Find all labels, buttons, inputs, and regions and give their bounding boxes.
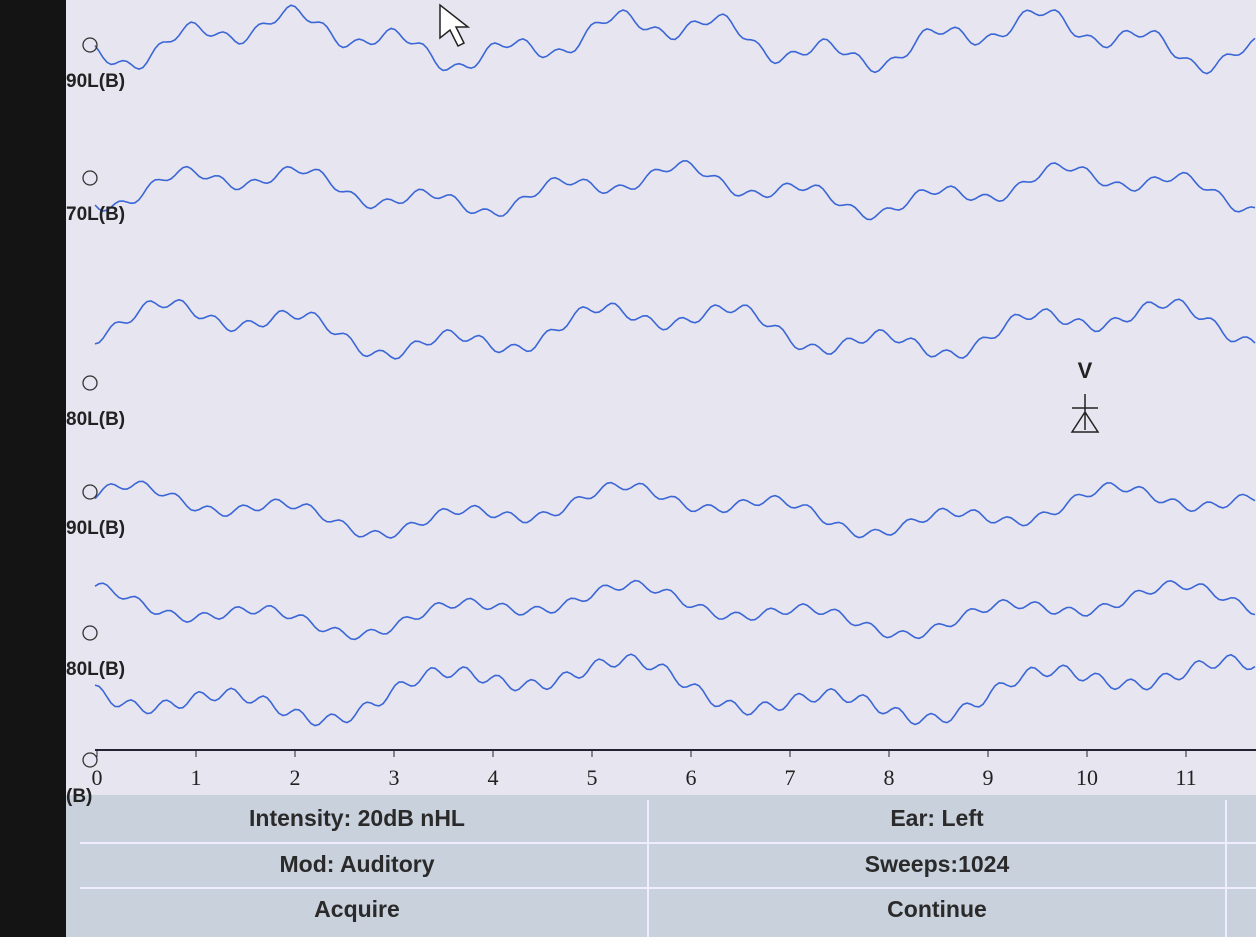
bezel (0, 0, 66, 937)
status-cell: Ear: Left (890, 805, 984, 831)
x-tick-label: 7 (785, 765, 796, 790)
x-tick-label: 3 (389, 765, 400, 790)
trace-label: 90L(B) (66, 71, 125, 92)
status-cell: Intensity: 20dB nHL (249, 805, 465, 831)
x-tick-label: 0 (92, 765, 103, 790)
peak-marker-label: V (1078, 358, 1093, 383)
x-tick-label: 6 (686, 765, 697, 790)
x-tick-label: 8 (884, 765, 895, 790)
x-tick-label: 4 (488, 765, 499, 790)
trace-label: 70L(B) (66, 204, 125, 225)
x-tick-label: 5 (587, 765, 598, 790)
screen: V 90L(B) 70L(B) 80L(B) 90L(B) 80L(B) (B)0 1 2 3 4… (0, 0, 1256, 937)
status-cell: Sweeps:1024 (865, 851, 1010, 877)
trace-label: 80L(B) (66, 659, 125, 680)
page: V 90L(B) 70L(B) 80L(B) 90L(B) 80L(B) (B)0 1 2 3 4… (0, 0, 1256, 937)
x-tick-label: 2 (290, 765, 301, 790)
x-tick-label: 1 (191, 765, 202, 790)
trace-label: (B) (66, 786, 92, 807)
x-tick-label: 11 (1175, 765, 1196, 790)
x-tick-label: 9 (983, 765, 994, 790)
x-tick-label: 10 (1076, 765, 1098, 790)
plot-area (66, 0, 1256, 800)
trace-label: 90L(B) (66, 518, 125, 539)
status-cell: Mod: Auditory (279, 851, 434, 877)
status-panel (66, 795, 1256, 937)
button[interactable]: Continue (887, 896, 987, 922)
trace-label: 80L(B) (66, 409, 125, 430)
button[interactable]: Acquire (314, 896, 400, 922)
